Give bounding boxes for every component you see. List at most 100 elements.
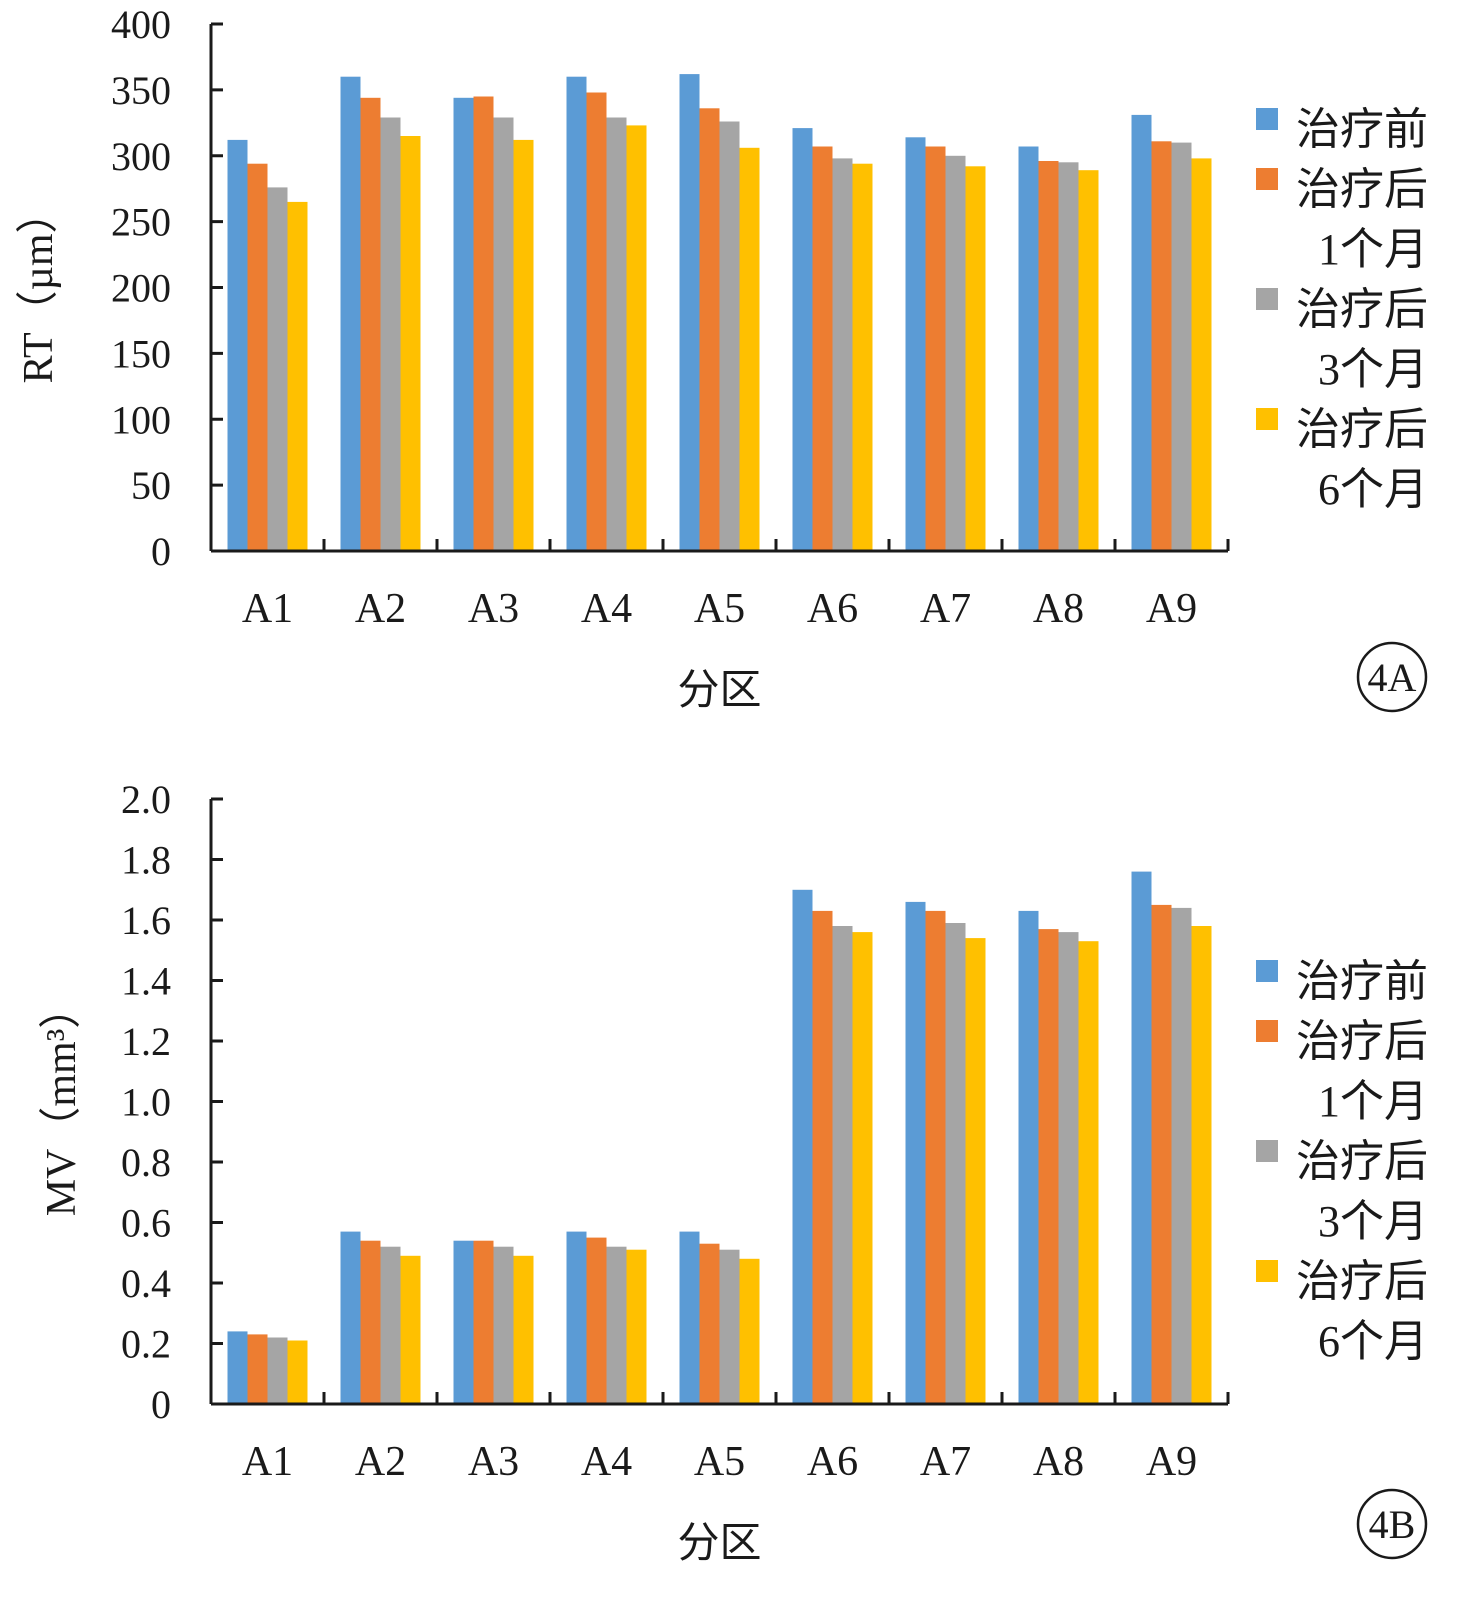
x-tick-label: A2 [355,1439,406,1485]
x-tick-label: A5 [694,1439,745,1485]
bar-a6-series-1 [792,889,813,1405]
panel-tag-circle [1356,641,1428,713]
chart-panel-4a: 0 50 100 150 200 250 300 350 400 A1 A2 A3 A4 A5 A6 A7 A8… [16,2,1428,714]
legend-label: 1个月 [1318,225,1428,274]
bar-a4-series-1 [566,76,587,551]
bar-a1-series-2 [247,1334,268,1404]
bar-a8-series-4 [1078,170,1099,551]
y-tick-label: 2.0 [121,777,171,822]
legend-label: 治疗后 [1296,1257,1428,1306]
panel-tag-label: 4A [1368,655,1417,700]
bar-a8-series-2 [1038,929,1059,1404]
bar-a6-series-2 [812,146,833,551]
x-tick-label: A3 [468,586,519,632]
bar-a6-series-2 [812,910,833,1404]
bar-a9-series-4 [1191,158,1212,551]
y-tick-label: 400 [111,2,171,47]
bar-a3-series-4 [513,1255,534,1404]
bar-a4-series-2 [586,1237,607,1404]
legend-swatch-2 [1256,168,1278,190]
bar-a8-series-3 [1058,932,1079,1404]
panel-tag-circle [1356,1488,1428,1560]
x-tick-label: A8 [1033,1439,1084,1485]
x-tick-label: A4 [581,586,632,632]
bar-a2-series-4 [400,136,421,551]
bar-a4-series-1 [566,1231,587,1404]
y-tick-label: 0.6 [121,1201,171,1246]
legend-swatch-2 [1256,1020,1278,1042]
legend-label: 治疗后 [1296,405,1428,454]
bar-a2-series-3 [380,1246,401,1404]
bar-a8-series-1 [1018,146,1039,551]
legend-swatch-1 [1256,960,1278,982]
legend-swatch-4 [1256,408,1278,430]
bar-a4-series-2 [586,92,607,551]
x-tick-label: A6 [807,586,858,632]
bar-a4-series-3 [606,117,627,551]
y-tick-label: 1.4 [121,959,171,1004]
bar-a5-series-1 [679,1231,700,1404]
x-tick-label: A9 [1146,586,1197,632]
bar-a6-series-1 [792,128,813,551]
bar-a9-series-2 [1151,904,1172,1404]
x-tick-label: A3 [468,1439,519,1485]
bar-a7-series-3 [945,923,966,1404]
bar-a3-series-2 [473,96,494,551]
bar-a3-series-1 [453,1240,474,1404]
bar-a1-series-4 [287,201,308,551]
bar-a9-series-3 [1171,907,1192,1404]
bar-a8-series-3 [1058,162,1079,552]
bar-a6-series-4 [852,932,873,1404]
x-tick-label: A1 [242,586,293,632]
bar-a2-series-3 [380,117,401,551]
bar-a7-series-1 [905,901,926,1404]
legend-label: 6个月 [1318,465,1428,514]
bar-a3-series-1 [453,97,474,552]
bar-a4-series-4 [626,125,647,552]
x-tick-label: A9 [1146,1439,1197,1485]
y-axis-title: MV（mm³） [39,987,85,1217]
bar-a2-series-4 [400,1255,421,1404]
x-tick-label: A8 [1033,586,1084,632]
legend-label: 1个月 [1318,1077,1428,1126]
y-tick-label: 200 [111,266,171,311]
x-tick-label: A5 [694,586,745,632]
bar-a9-series-2 [1151,141,1172,552]
y-tick-label: 1.0 [121,1080,171,1125]
bar-a3-series-3 [493,1246,514,1404]
bar-a6-series-4 [852,163,873,551]
y-tick-label: 0.4 [121,1261,171,1306]
bar-a1-series-1 [227,1331,248,1404]
y-tick-label: 300 [111,134,171,179]
bar-a3-series-2 [473,1240,494,1404]
bar-a7-series-2 [925,146,946,551]
x-tick-label: A2 [355,586,406,632]
bar-a5-series-3 [719,121,740,551]
legend-swatch-4 [1256,1260,1278,1282]
panel-tag-label: 4B [1369,1502,1416,1547]
legend-label: 6个月 [1318,1317,1428,1366]
bar-a2-series-2 [360,97,381,552]
x-tick-label: A7 [920,1439,971,1485]
bar-a5-series-1 [679,74,700,551]
bar-a8-series-4 [1078,941,1099,1404]
bar-a1-series-3 [267,1337,288,1404]
y-tick-label: 50 [131,463,171,508]
bar-a2-series-1 [340,76,361,551]
legend-label: 治疗后 [1296,165,1428,214]
bar-a9-series-4 [1191,926,1212,1404]
bar-a5-series-2 [699,108,720,552]
bar-a3-series-4 [513,139,534,551]
bar-a2-series-2 [360,1240,381,1404]
y-tick-label: 0 [151,529,171,574]
bar-a7-series-4 [965,938,986,1404]
bar-a5-series-3 [719,1249,740,1404]
y-tick-label: 1.8 [121,838,171,883]
legend-label: 治疗后 [1296,1137,1428,1186]
y-tick-label: 1.6 [121,898,171,943]
x-axis-title: 分区 [677,1521,761,1567]
y-tick-label: 150 [111,331,171,376]
bar-a8-series-2 [1038,161,1059,551]
x-tick-label: A4 [581,1439,632,1485]
